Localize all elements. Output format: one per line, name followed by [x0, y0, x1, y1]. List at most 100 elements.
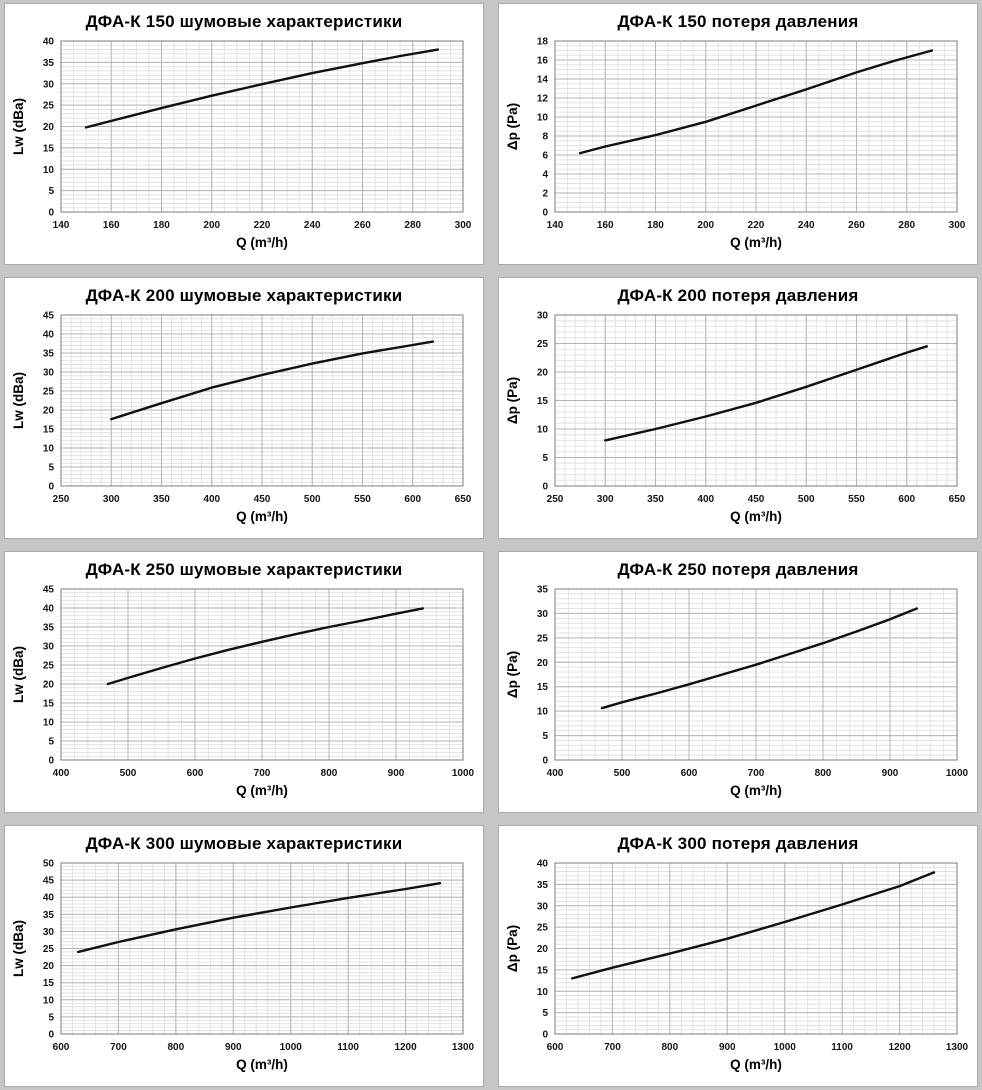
- svg-text:15: 15: [537, 396, 549, 407]
- svg-text:30: 30: [43, 642, 55, 653]
- svg-text:25: 25: [43, 944, 55, 955]
- svg-text:35: 35: [537, 585, 549, 596]
- svg-text:Q (m³/h): Q (m³/h): [730, 783, 782, 798]
- svg-text:Lw (dBa): Lw (dBa): [11, 98, 26, 155]
- svg-text:8: 8: [542, 132, 548, 143]
- svg-text:30: 30: [43, 927, 55, 938]
- svg-text:Lw (dBa): Lw (dBa): [11, 920, 26, 977]
- svg-text:15: 15: [43, 978, 55, 989]
- svg-text:1300: 1300: [452, 1042, 475, 1053]
- svg-text:10: 10: [43, 718, 55, 729]
- svg-text:20: 20: [537, 944, 549, 955]
- svg-text:700: 700: [604, 1042, 621, 1053]
- svg-text:15: 15: [43, 425, 55, 436]
- chart-canvas-dfak-300-noise: 600 700 800 900 1000 1100 1200 1300 0 5 10 15 20 25 30…: [11, 859, 475, 1073]
- svg-text:400: 400: [203, 494, 220, 505]
- svg-text:15: 15: [43, 143, 55, 154]
- svg-text:20: 20: [43, 406, 55, 417]
- svg-text:800: 800: [815, 768, 832, 779]
- svg-text:Q (m³/h): Q (m³/h): [730, 235, 782, 250]
- svg-text:0: 0: [48, 756, 54, 767]
- svg-text:450: 450: [748, 494, 765, 505]
- svg-text:0: 0: [542, 756, 548, 767]
- svg-text:160: 160: [597, 220, 614, 231]
- svg-text:45: 45: [43, 876, 55, 887]
- svg-text:400: 400: [547, 768, 564, 779]
- chart-panel-dfak-300-pressure: ДФА-К 300 потеря давления 600 700 800 900 10…: [498, 825, 978, 1087]
- svg-text:200: 200: [203, 220, 220, 231]
- svg-text:350: 350: [647, 494, 664, 505]
- svg-text:500: 500: [120, 768, 137, 779]
- svg-text:35: 35: [43, 623, 55, 634]
- svg-text:10: 10: [43, 165, 55, 176]
- svg-text:10: 10: [537, 425, 549, 436]
- svg-text:600: 600: [898, 494, 915, 505]
- svg-text:300: 300: [597, 494, 614, 505]
- svg-text:14: 14: [537, 75, 549, 86]
- svg-text:Δp (Pa): Δp (Pa): [505, 925, 520, 972]
- svg-text:12: 12: [537, 94, 549, 105]
- svg-text:550: 550: [354, 494, 371, 505]
- svg-text:Lw (dBa): Lw (dBa): [11, 646, 26, 703]
- svg-text:140: 140: [53, 220, 70, 231]
- svg-text:140: 140: [547, 220, 564, 231]
- svg-text:300: 300: [103, 494, 120, 505]
- svg-text:15: 15: [537, 965, 549, 976]
- svg-text:15: 15: [43, 699, 55, 710]
- svg-text:400: 400: [53, 768, 70, 779]
- svg-text:0: 0: [48, 208, 54, 219]
- svg-text:35: 35: [537, 880, 549, 891]
- svg-text:600: 600: [547, 1042, 564, 1053]
- svg-text:160: 160: [103, 220, 120, 231]
- svg-text:400: 400: [697, 494, 714, 505]
- chart-canvas-dfak-150-pressure: 140 160 180 200 220 240 260 280 300 0 2 4 6 8 10 12 14 16…: [505, 37, 966, 251]
- svg-text:30: 30: [537, 901, 549, 912]
- svg-text:40: 40: [537, 859, 549, 870]
- chart-title: ДФА-К 250 шумовые характеристики: [85, 560, 403, 579]
- svg-text:700: 700: [254, 768, 271, 779]
- svg-text:0: 0: [542, 1030, 548, 1041]
- svg-text:Δp (Pa): Δp (Pa): [505, 651, 520, 698]
- svg-text:20: 20: [537, 368, 549, 379]
- svg-text:10: 10: [43, 444, 55, 455]
- charts-grid: ДФА-К 150 шумовые характеристики 140 160 1…: [4, 3, 978, 1087]
- svg-text:1200: 1200: [888, 1042, 911, 1053]
- chart-panel-dfak-150-pressure: ДФА-К 150 потеря давления 140 160 180 200 22…: [498, 3, 978, 265]
- chart-panel-dfak-250-pressure: ДФА-К 250 потеря давления 400 500 600 700 80…: [498, 551, 978, 813]
- svg-text:45: 45: [43, 585, 55, 596]
- svg-text:300: 300: [949, 220, 966, 231]
- svg-text:40: 40: [43, 604, 55, 615]
- svg-text:Lw (dBa): Lw (dBa): [11, 372, 26, 429]
- chart-canvas-dfak-250-noise: 400 500 600 700 800 900 1000 0 5 10 15 20 25 30 35 40 45…: [11, 585, 475, 799]
- svg-text:600: 600: [53, 1042, 70, 1053]
- chart-panel-dfak-200-pressure: ДФА-К 200 потеря давления 250 300 350 400 45…: [498, 277, 978, 539]
- svg-text:30: 30: [537, 609, 549, 620]
- svg-text:900: 900: [225, 1042, 242, 1053]
- chart-panel-dfak-300-noise: ДФА-К 300 шумовые характеристики 600 700 8…: [4, 825, 484, 1087]
- svg-text:1000: 1000: [774, 1042, 797, 1053]
- svg-text:25: 25: [43, 387, 55, 398]
- svg-text:Q (m³/h): Q (m³/h): [236, 783, 288, 798]
- svg-text:10: 10: [43, 995, 55, 1006]
- svg-text:Q (m³/h): Q (m³/h): [730, 1057, 782, 1072]
- svg-text:35: 35: [43, 910, 55, 921]
- svg-text:20: 20: [43, 680, 55, 691]
- svg-text:50: 50: [43, 859, 55, 870]
- svg-text:900: 900: [719, 1042, 736, 1053]
- svg-text:40: 40: [43, 330, 55, 341]
- svg-text:Q (m³/h): Q (m³/h): [236, 509, 288, 524]
- chart-title: ДФА-К 150 шумовые характеристики: [85, 12, 403, 31]
- svg-text:600: 600: [681, 768, 698, 779]
- svg-text:Δp (Pa): Δp (Pa): [505, 103, 520, 150]
- chart-canvas-dfak-200-noise: 250 300 350 400 450 500 550 600 650 0 5 10 15 20 25 30 3…: [11, 311, 472, 525]
- svg-text:1000: 1000: [452, 768, 475, 779]
- svg-text:280: 280: [898, 220, 915, 231]
- svg-text:900: 900: [882, 768, 899, 779]
- svg-text:800: 800: [662, 1042, 679, 1053]
- svg-text:Q (m³/h): Q (m³/h): [730, 509, 782, 524]
- svg-text:0: 0: [48, 1030, 54, 1041]
- svg-text:25: 25: [537, 923, 549, 934]
- svg-text:240: 240: [304, 220, 321, 231]
- svg-text:25: 25: [43, 661, 55, 672]
- svg-text:25: 25: [537, 339, 549, 350]
